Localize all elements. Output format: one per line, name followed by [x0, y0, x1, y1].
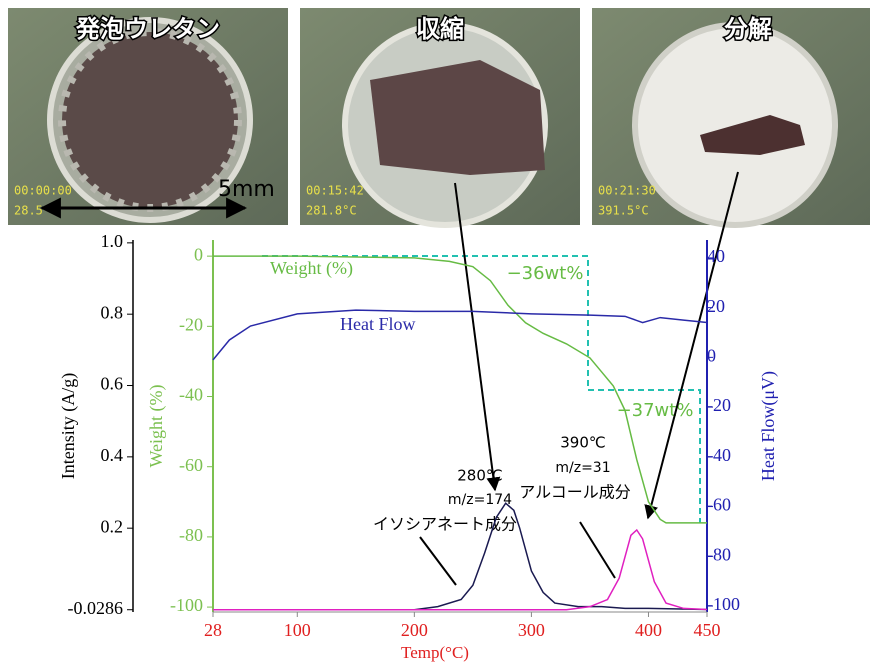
annotation: −37wt% — [617, 400, 694, 421]
y3ticks-label: -80 — [179, 525, 203, 545]
x-tick-label: 400 — [635, 620, 662, 640]
x-tick-label: 300 — [518, 620, 545, 640]
x-tick-label: 200 — [401, 620, 428, 640]
y3ticks-label: -40 — [179, 385, 203, 405]
yticks-label: 1.0 — [101, 231, 124, 251]
y3ticks-label: -20 — [179, 314, 203, 334]
y2ticks-label: 20 — [707, 296, 725, 316]
series-label: Heat Flow — [340, 314, 416, 334]
pointer — [580, 522, 615, 578]
annotation: 280℃ — [457, 467, 502, 485]
arrow — [455, 183, 495, 490]
yticks-label: 0.4 — [101, 445, 124, 465]
y3ticks-label: -100 — [170, 595, 203, 615]
y3-axis-title: Weight (%) — [146, 384, 167, 467]
series-label: Weight (%) — [270, 258, 353, 279]
yticks-label: 0.6 — [101, 374, 124, 394]
annotation: 390℃ — [560, 434, 605, 452]
annotation: イソシアネート成分 — [373, 515, 517, 534]
x-tick-label: 100 — [284, 620, 311, 640]
yticks-label: -0.0286 — [68, 598, 124, 618]
series-label: m/z=31 — [555, 460, 610, 476]
photo-title: 発泡ウレタン — [75, 15, 220, 43]
yticks-label: 0.8 — [101, 302, 124, 322]
temperature-stamp: 281.8°C — [306, 204, 357, 218]
y2ticks-label: -100 — [707, 594, 740, 614]
temperature-stamp: 391.5°C — [598, 204, 649, 218]
timestamp: 00:00:00 — [14, 184, 72, 198]
x-tick-label: 450 — [694, 620, 721, 640]
series-label: m/z=174 — [448, 492, 512, 508]
scale-label: 5mm — [218, 177, 275, 202]
annotation: −36wt% — [507, 263, 584, 284]
y2ticks-label: -40 — [707, 445, 731, 465]
y2ticks-label: -60 — [707, 495, 731, 515]
series-line — [213, 310, 707, 360]
y2-axis-title: Heat Flow(μV) — [758, 371, 779, 481]
timestamp: 00:15:42 — [306, 184, 364, 198]
photo-title: 分解 — [724, 15, 772, 43]
y2ticks-label: 0 — [707, 345, 716, 365]
y3ticks-label: -60 — [179, 455, 203, 475]
y-axis-title: Intensity (A/g) — [58, 373, 79, 479]
y2ticks-label: 40 — [707, 246, 725, 266]
pointer — [420, 537, 456, 585]
y3ticks-label: 0 — [194, 244, 203, 264]
x-tick-label: 28 — [204, 620, 222, 640]
yticks-label: 0.2 — [101, 516, 124, 536]
series-line — [213, 530, 707, 610]
figure: 発泡ウレタン 収縮 分解 00:00:00 28.5°C 00:15:42 28… — [0, 0, 873, 662]
y2ticks-label: -80 — [707, 544, 731, 564]
photo-title: 収縮 — [416, 15, 464, 43]
x-axis-title: Temp(°C) — [401, 643, 469, 662]
timestamp: 00:21:30 — [598, 184, 656, 198]
annotation: アルコール成分 — [519, 483, 631, 502]
y2ticks-label: -20 — [707, 395, 731, 415]
temperature-stamp: 28.5°C — [14, 204, 57, 218]
